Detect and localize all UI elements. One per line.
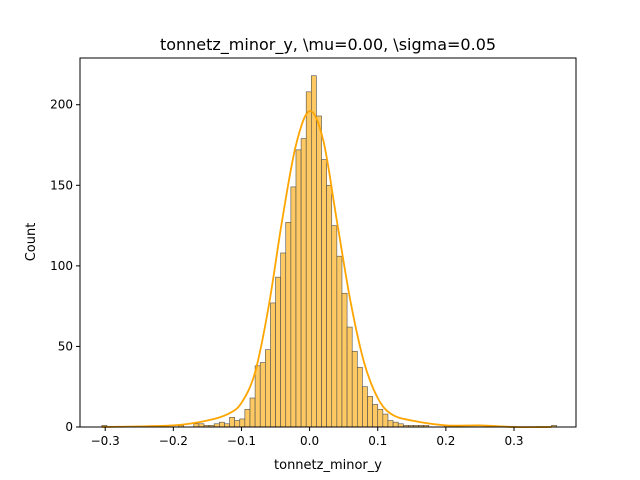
histogram-bar (254, 365, 261, 428)
histogram-bar (326, 184, 333, 428)
histogram-bar (249, 397, 256, 428)
histogram-bar (265, 349, 271, 428)
histogram-bar (331, 225, 338, 428)
y-tick-label: 150 (50, 178, 73, 192)
histogram-bar (336, 255, 343, 428)
histogram-bar (341, 292, 348, 428)
histogram-bar (285, 222, 292, 428)
axes-frame (79, 57, 577, 428)
histogram-bar (219, 421, 225, 428)
x-tick-label: −0.1 (227, 434, 256, 448)
y-tick-label: 100 (50, 259, 73, 273)
histogram-bar (362, 386, 368, 428)
histogram-bar (234, 420, 241, 428)
y-axis-label: Count (24, 223, 39, 262)
histogram-bar (244, 408, 251, 428)
histogram-bar (367, 396, 373, 428)
histogram-bar (280, 252, 287, 428)
x-tick-label: 0.2 (436, 434, 455, 448)
x-tick-label: −0.2 (159, 434, 188, 448)
histogram-bar (372, 404, 379, 428)
histogram-bar (392, 421, 399, 428)
histogram-bar (316, 115, 322, 428)
x-tick-label: −0.3 (91, 434, 120, 448)
histogram-bar (346, 326, 353, 428)
x-tick-label: 0.1 (368, 434, 387, 448)
histogram-bars (101, 75, 557, 428)
histogram-bar (229, 417, 235, 428)
histogram-bar (351, 350, 358, 428)
y-tick-label: 0 (65, 420, 73, 434)
x-tick-label: 0.3 (504, 434, 523, 448)
kde-curve (101, 110, 552, 429)
histogram-bar (321, 159, 327, 428)
histogram-bar (270, 302, 276, 428)
histogram-bar (382, 413, 389, 428)
y-tick-label: 200 (50, 98, 73, 112)
x-axis-label: tonnetz_minor_y (274, 458, 382, 473)
histogram-bar (311, 75, 317, 428)
y-tick-label: 50 (58, 339, 73, 353)
histogram-bar (259, 362, 266, 428)
histogram-bar (275, 276, 281, 428)
x-axis-ticks: −0.3 −0.2 −0.1 0.0 0.1 0.2 0.3 (91, 427, 524, 448)
y-axis-ticks: 0 50 100 150 200 (50, 98, 80, 434)
histogram-bar (377, 408, 384, 428)
histogram-bar (305, 91, 312, 428)
histogram-bar (295, 149, 302, 428)
histogram-bar (239, 418, 246, 428)
histogram-bar (356, 367, 363, 428)
histogram-bar (387, 420, 394, 428)
x-tick-label: 0.0 (300, 434, 319, 448)
chart-title: tonnetz_minor_y, \mu=0.00, \sigma=0.05 (160, 35, 496, 55)
histogram-bar (300, 138, 307, 428)
histogram-bar (290, 186, 297, 428)
